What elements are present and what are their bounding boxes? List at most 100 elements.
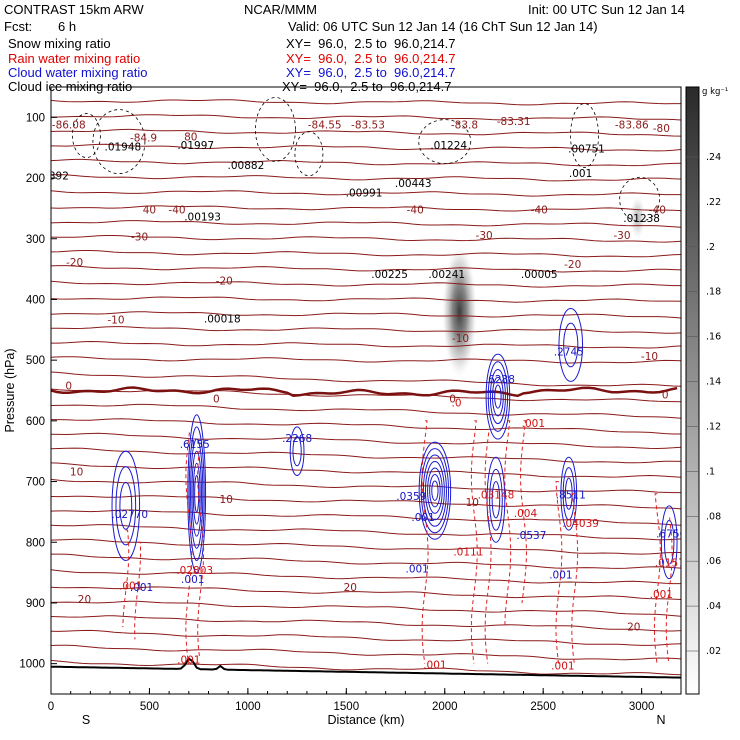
south-label: S bbox=[82, 713, 90, 727]
temperature-label: -80 bbox=[653, 123, 670, 135]
temperature-label: -10 bbox=[107, 315, 124, 327]
temperature-label: -83.8 bbox=[451, 119, 478, 131]
y-tick-label: 1000 bbox=[19, 659, 45, 671]
cloud-water-contour bbox=[431, 480, 439, 501]
rain-max-label: .04039 bbox=[562, 518, 599, 530]
isotherm-line bbox=[51, 235, 681, 243]
cloud-water-contour bbox=[494, 384, 502, 409]
y-tick-label: 500 bbox=[26, 355, 45, 367]
isotherm-line bbox=[51, 478, 681, 494]
temperature-label: -20 bbox=[66, 257, 83, 269]
colorbar-tick-label: .1 bbox=[706, 466, 715, 477]
isotherm-line bbox=[51, 205, 681, 212]
cloud-water-contour bbox=[190, 438, 204, 549]
valid-time: Valid: 06 UTC Sun 12 Jan 14 (16 ChT Sun … bbox=[288, 19, 598, 34]
cloud-water-max-label: .2268 bbox=[282, 433, 312, 445]
isotherm-line bbox=[51, 462, 681, 478]
isotherm-line bbox=[51, 418, 681, 435]
cloud-ice-max-label: .00241 bbox=[428, 269, 465, 281]
cloud-water-contour bbox=[663, 519, 675, 565]
temperature-label: -10 bbox=[452, 333, 469, 345]
colorbar-unit: g kg⁻¹ bbox=[702, 87, 728, 97]
rain-water-contour bbox=[470, 420, 478, 664]
colorbar: g kg⁻¹ .24 .22 .2 .18 .16 .14 .12 .1 .08 .06 .04 .02 bbox=[685, 86, 728, 695]
cloud-water-contour bbox=[418, 441, 452, 540]
cloud-ice-contour bbox=[92, 109, 146, 175]
colorbar-tick-label: .14 bbox=[706, 377, 721, 388]
isotherm-line bbox=[51, 356, 681, 364]
isotherm-line bbox=[51, 403, 681, 419]
model-title: CONTRAST 15km ARW bbox=[4, 2, 144, 17]
cloud-water-contour bbox=[486, 456, 506, 543]
cloud-ice-contour bbox=[570, 103, 599, 168]
x-tick-label: 3000 bbox=[629, 701, 655, 713]
cloud-ice-max-label: .00005 bbox=[521, 269, 558, 281]
x-tick-label: 2000 bbox=[432, 701, 458, 713]
isotherm-line bbox=[51, 114, 681, 121]
isotherm-line bbox=[51, 509, 681, 526]
cloud-water-contour bbox=[558, 308, 584, 382]
isotherm-line bbox=[51, 553, 681, 569]
isotherm-line bbox=[51, 296, 681, 303]
cloud-water-max-label: .6288 bbox=[485, 374, 515, 386]
rain-max-label: .001 bbox=[423, 660, 446, 672]
cloud-ice-max-label: .00225 bbox=[371, 269, 408, 281]
isotherm-line bbox=[51, 371, 681, 387]
cloud-water-max-label: .6155 bbox=[180, 439, 210, 451]
temperature-label: -40 bbox=[531, 204, 548, 216]
rain-water-contour bbox=[520, 420, 528, 604]
temperature-label: -83.31 bbox=[497, 116, 531, 128]
temperature-label: 40 bbox=[143, 204, 156, 216]
cloud-ice-max-label: .00018 bbox=[204, 314, 241, 326]
temperature-label: -30 bbox=[613, 230, 630, 242]
cloud-water-contour bbox=[487, 361, 509, 432]
rain-max-label: .004 bbox=[514, 508, 538, 520]
x-axis-label: Distance (km) bbox=[327, 713, 404, 727]
cloud-water-max-label: .001 bbox=[549, 570, 572, 582]
cloud-water-max-label: .8511 bbox=[556, 490, 586, 502]
cloud-ice-contour bbox=[619, 176, 661, 222]
cloud-ice-max-label: .00751 bbox=[568, 144, 605, 156]
cloud-ice-max-label: .00193 bbox=[184, 212, 221, 224]
colorbar-tick-label: .12 bbox=[706, 421, 721, 432]
colorbar-strip bbox=[685, 86, 700, 695]
y-tick-label: 200 bbox=[26, 173, 45, 185]
rain-water-contour bbox=[555, 481, 563, 664]
cloud-ice-max-label: .00443 bbox=[395, 178, 432, 190]
temperature-label: 10 bbox=[466, 497, 479, 509]
rain-max-label: .01573 bbox=[655, 558, 692, 570]
temperature-label: -40 bbox=[407, 204, 424, 216]
isotherm-line bbox=[51, 311, 681, 319]
cloud-ice-max-label: 392 bbox=[49, 170, 69, 182]
cloud-water-contour bbox=[489, 468, 503, 531]
y-tick-label: 900 bbox=[26, 598, 45, 610]
cloud-water-contour bbox=[188, 426, 205, 561]
temperature-label: -86.08 bbox=[52, 119, 86, 131]
isotherm-line bbox=[51, 280, 681, 288]
plot-area: -84.9 -84.55 -83.53 -83.8 -83.31 -83.86 -86.08… bbox=[49, 97, 692, 679]
isotherm-line bbox=[51, 265, 681, 273]
temperature-label: 80 bbox=[184, 131, 197, 143]
isotherm-line bbox=[51, 644, 681, 661]
y-tick-label: 300 bbox=[26, 234, 45, 246]
cloud-water-max-label: .0537 bbox=[516, 530, 546, 542]
temperature-label: -40 bbox=[168, 204, 185, 216]
colorbar-tick-label: .04 bbox=[706, 601, 721, 612]
y-tick-label: 700 bbox=[26, 477, 45, 489]
temperature-label: -40 bbox=[649, 204, 666, 216]
isotherm-line bbox=[51, 615, 681, 632]
y-tick-label: 600 bbox=[26, 416, 45, 428]
temperature-label: 20 bbox=[627, 621, 640, 633]
isotherm-line bbox=[51, 250, 681, 258]
cloud-water-max-label: .02770 bbox=[111, 509, 148, 521]
cloud-water-contour bbox=[429, 473, 441, 508]
rain-max-label: .0 bbox=[452, 397, 462, 409]
isotherm-line bbox=[51, 220, 681, 228]
isotherm-line bbox=[51, 538, 681, 555]
temperature-label: 10 bbox=[70, 466, 83, 478]
rain-water-contour bbox=[134, 541, 142, 640]
y-tick-label: 100 bbox=[26, 112, 45, 124]
cloud-water-contour bbox=[427, 467, 443, 514]
x-tick-label: 2500 bbox=[530, 701, 556, 713]
